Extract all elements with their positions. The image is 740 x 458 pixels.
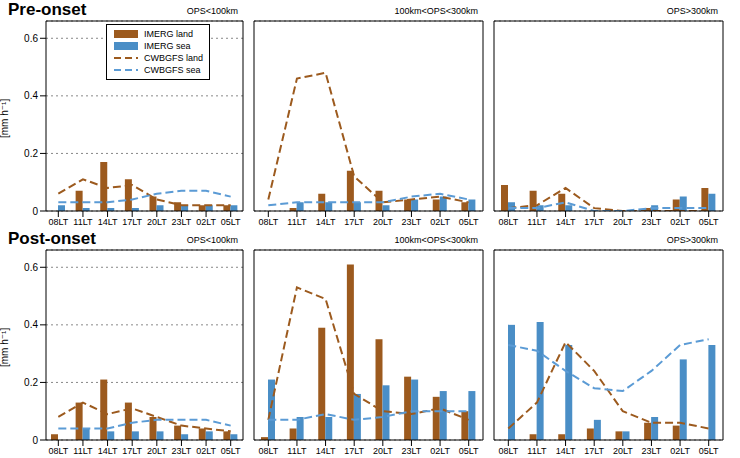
svg-text:08LT: 08LT: [48, 446, 68, 456]
html-text:CWBGFS sea: CWBGFS sea: [144, 65, 201, 75]
svg-text:17LT: 17LT: [344, 217, 364, 227]
svg-text:11LT: 11LT: [287, 217, 307, 227]
svg-text:0.4: 0.4: [24, 90, 38, 101]
svg-text:17LT: 17LT: [584, 446, 604, 456]
svg-text:0.4: 0.4: [24, 319, 38, 330]
svg-text:17LT: 17LT: [584, 217, 604, 227]
svg-text:17LT: 17LT: [122, 446, 142, 456]
svg-text:0.2: 0.2: [24, 148, 38, 159]
svg-text:17LT: 17LT: [122, 217, 142, 227]
html-text:IMERG land: IMERG land: [144, 29, 193, 39]
svg-text:23LT: 23LT: [172, 446, 192, 456]
svg-text:02LT: 02LT: [670, 446, 690, 456]
svg-text:05LT: 05LT: [699, 217, 719, 227]
svg-text:0.2: 0.2: [24, 377, 38, 388]
svg-text:08LT: 08LT: [498, 217, 518, 227]
html-text:CWBGFS land: CWBGFS land: [144, 53, 203, 63]
svg-text:0.6: 0.6: [24, 33, 38, 44]
html-text:Post-onset: Post-onset: [8, 229, 96, 248]
svg-text:23LT: 23LT: [642, 217, 662, 227]
svg-text:23LT: 23LT: [402, 217, 422, 227]
svg-text:11LT: 11LT: [73, 217, 93, 227]
svg-text:20LT: 20LT: [373, 446, 393, 456]
svg-text:23LT: 23LT: [642, 446, 662, 456]
svg-text:08LT: 08LT: [498, 446, 518, 456]
svg-text:0: 0: [32, 435, 38, 446]
svg-text:[mm h⁻¹]: [mm h⁻¹]: [8, 328, 10, 367]
html-text:OPS>300km: OPS>300km: [666, 6, 718, 16]
svg-text:08LT: 08LT: [48, 217, 68, 227]
svg-text:17LT: 17LT: [344, 446, 364, 456]
html-text:Pre-onset: Pre-onset: [8, 0, 87, 19]
svg-text:02LT: 02LT: [196, 446, 216, 456]
svg-text:05LT: 05LT: [459, 446, 479, 456]
svg-text:02LT: 02LT: [670, 217, 690, 227]
svg-text:11LT: 11LT: [73, 446, 93, 456]
html-text:100km<OPS<300km: 100km<OPS<300km: [394, 235, 478, 245]
svg-text:02LT: 02LT: [430, 217, 450, 227]
svg-text:05LT: 05LT: [699, 446, 719, 456]
svg-text:0.6: 0.6: [24, 262, 38, 273]
svg-text:08LT: 08LT: [258, 217, 278, 227]
svg-text:20LT: 20LT: [373, 217, 393, 227]
svg-text:20LT: 20LT: [613, 217, 633, 227]
svg-text:08LT: 08LT: [258, 446, 278, 456]
svg-text:05LT: 05LT: [221, 446, 241, 456]
svg-text:14LT: 14LT: [556, 217, 576, 227]
html-text:100km<OPS<300km: 100km<OPS<300km: [394, 6, 478, 16]
svg-text:11LT: 11LT: [287, 446, 307, 456]
svg-text:11LT: 11LT: [527, 446, 547, 456]
svg-text:20LT: 20LT: [613, 446, 633, 456]
svg-text:05LT: 05LT: [459, 217, 479, 227]
svg-text:11LT: 11LT: [527, 217, 547, 227]
svg-text:20LT: 20LT: [147, 217, 167, 227]
html-text:OPS<100km: OPS<100km: [186, 6, 238, 16]
svg-text:0: 0: [32, 206, 38, 217]
html-text:OPS<100km: OPS<100km: [186, 235, 238, 245]
svg-text:14LT: 14LT: [98, 446, 118, 456]
svg-text:02LT: 02LT: [430, 446, 450, 456]
svg-text:14LT: 14LT: [316, 446, 336, 456]
html-text:IMERG sea: IMERG sea: [144, 41, 191, 51]
svg-text:05LT: 05LT: [221, 217, 241, 227]
svg-text:14LT: 14LT: [98, 217, 118, 227]
svg-text:14LT: 14LT: [316, 217, 336, 227]
svg-text:23LT: 23LT: [172, 217, 192, 227]
html-text:OPS>300km: OPS>300km: [666, 235, 718, 245]
svg-text:20LT: 20LT: [147, 446, 167, 456]
svg-text:[mm h⁻¹]: [mm h⁻¹]: [8, 99, 10, 138]
svg-text:02LT: 02LT: [196, 217, 216, 227]
svg-text:14LT: 14LT: [556, 446, 576, 456]
svg-text:23LT: 23LT: [402, 446, 422, 456]
